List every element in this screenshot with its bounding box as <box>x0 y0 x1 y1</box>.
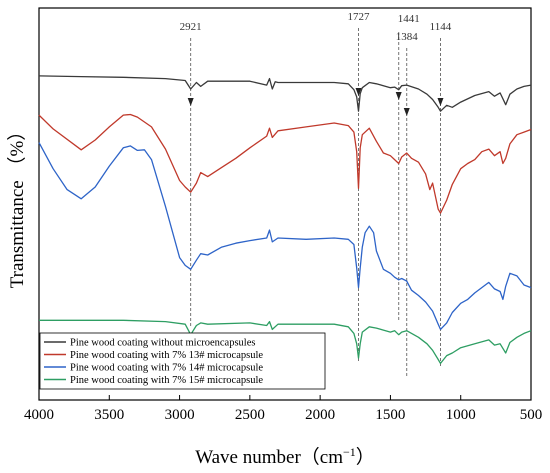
series-line-3 <box>38 142 532 331</box>
x-tick-label: 2000 <box>305 407 335 423</box>
x-tick-label: 1500 <box>375 407 405 423</box>
series-line-2 <box>38 113 532 214</box>
peak-markers: 2921 1727 1441 1384 1144 <box>180 11 452 378</box>
peak-label: 1144 <box>430 21 452 33</box>
peak-arrowhead <box>187 98 194 106</box>
legend: Pine wood coating without microencapsule… <box>39 332 326 390</box>
peak-arrowhead <box>395 92 402 100</box>
plot-frame <box>38 7 532 401</box>
peak-arrowhead <box>437 98 444 106</box>
x-axis-ticks: 4000 3500 3000 2500 2000 1500 1000 500 <box>24 395 542 423</box>
legend-box <box>39 332 326 390</box>
series-line-1 <box>38 75 532 112</box>
x-tick-label: 4000 <box>24 407 54 423</box>
peak-label: 1441 <box>398 13 420 25</box>
legend-label: Pine wood coating without microencapsule… <box>70 338 255 349</box>
series-layer <box>38 75 532 365</box>
peak-label: 1727 <box>348 11 371 23</box>
x-tick-label: 3500 <box>94 407 124 423</box>
plot-border <box>38 7 532 401</box>
legend-label: Pine wood coating with 7% 14# microcapsu… <box>70 363 263 374</box>
x-tick-label: 2500 <box>235 407 265 423</box>
legend-label: Pine wood coating with 7% 15# microcapsu… <box>70 375 263 386</box>
x-axis-title: Wave number（cm−1） <box>195 445 375 468</box>
x-tick-label: 500 <box>520 407 543 423</box>
peak-label: 1384 <box>396 31 419 43</box>
y-axis-title: Transmittance （%） <box>6 122 28 289</box>
legend-label: Pine wood coating with 7% 13# microcapsu… <box>70 350 263 361</box>
series-line-4 <box>39 319 532 365</box>
peak-arrowhead <box>403 108 410 116</box>
x-tick-label: 1000 <box>446 407 476 423</box>
peak-arrowhead <box>355 88 362 96</box>
x-tick-label: 3000 <box>165 407 195 423</box>
peak-label: 2921 <box>180 21 202 33</box>
